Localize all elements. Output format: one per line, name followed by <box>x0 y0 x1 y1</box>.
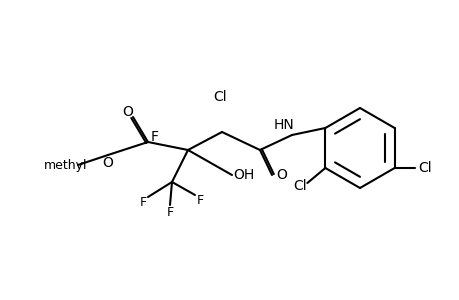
Text: F: F <box>151 130 159 144</box>
Text: OH: OH <box>233 168 254 182</box>
Text: F: F <box>166 206 173 218</box>
Text: F: F <box>196 194 203 206</box>
Text: O: O <box>276 168 287 182</box>
Text: Cl: Cl <box>417 161 431 175</box>
Text: methyl: methyl <box>44 158 88 172</box>
Text: O: O <box>102 156 113 170</box>
Text: F: F <box>139 196 146 208</box>
Text: Cl: Cl <box>293 179 307 193</box>
Text: HN: HN <box>273 118 294 132</box>
Text: Cl: Cl <box>213 90 226 104</box>
Text: O: O <box>122 105 133 119</box>
